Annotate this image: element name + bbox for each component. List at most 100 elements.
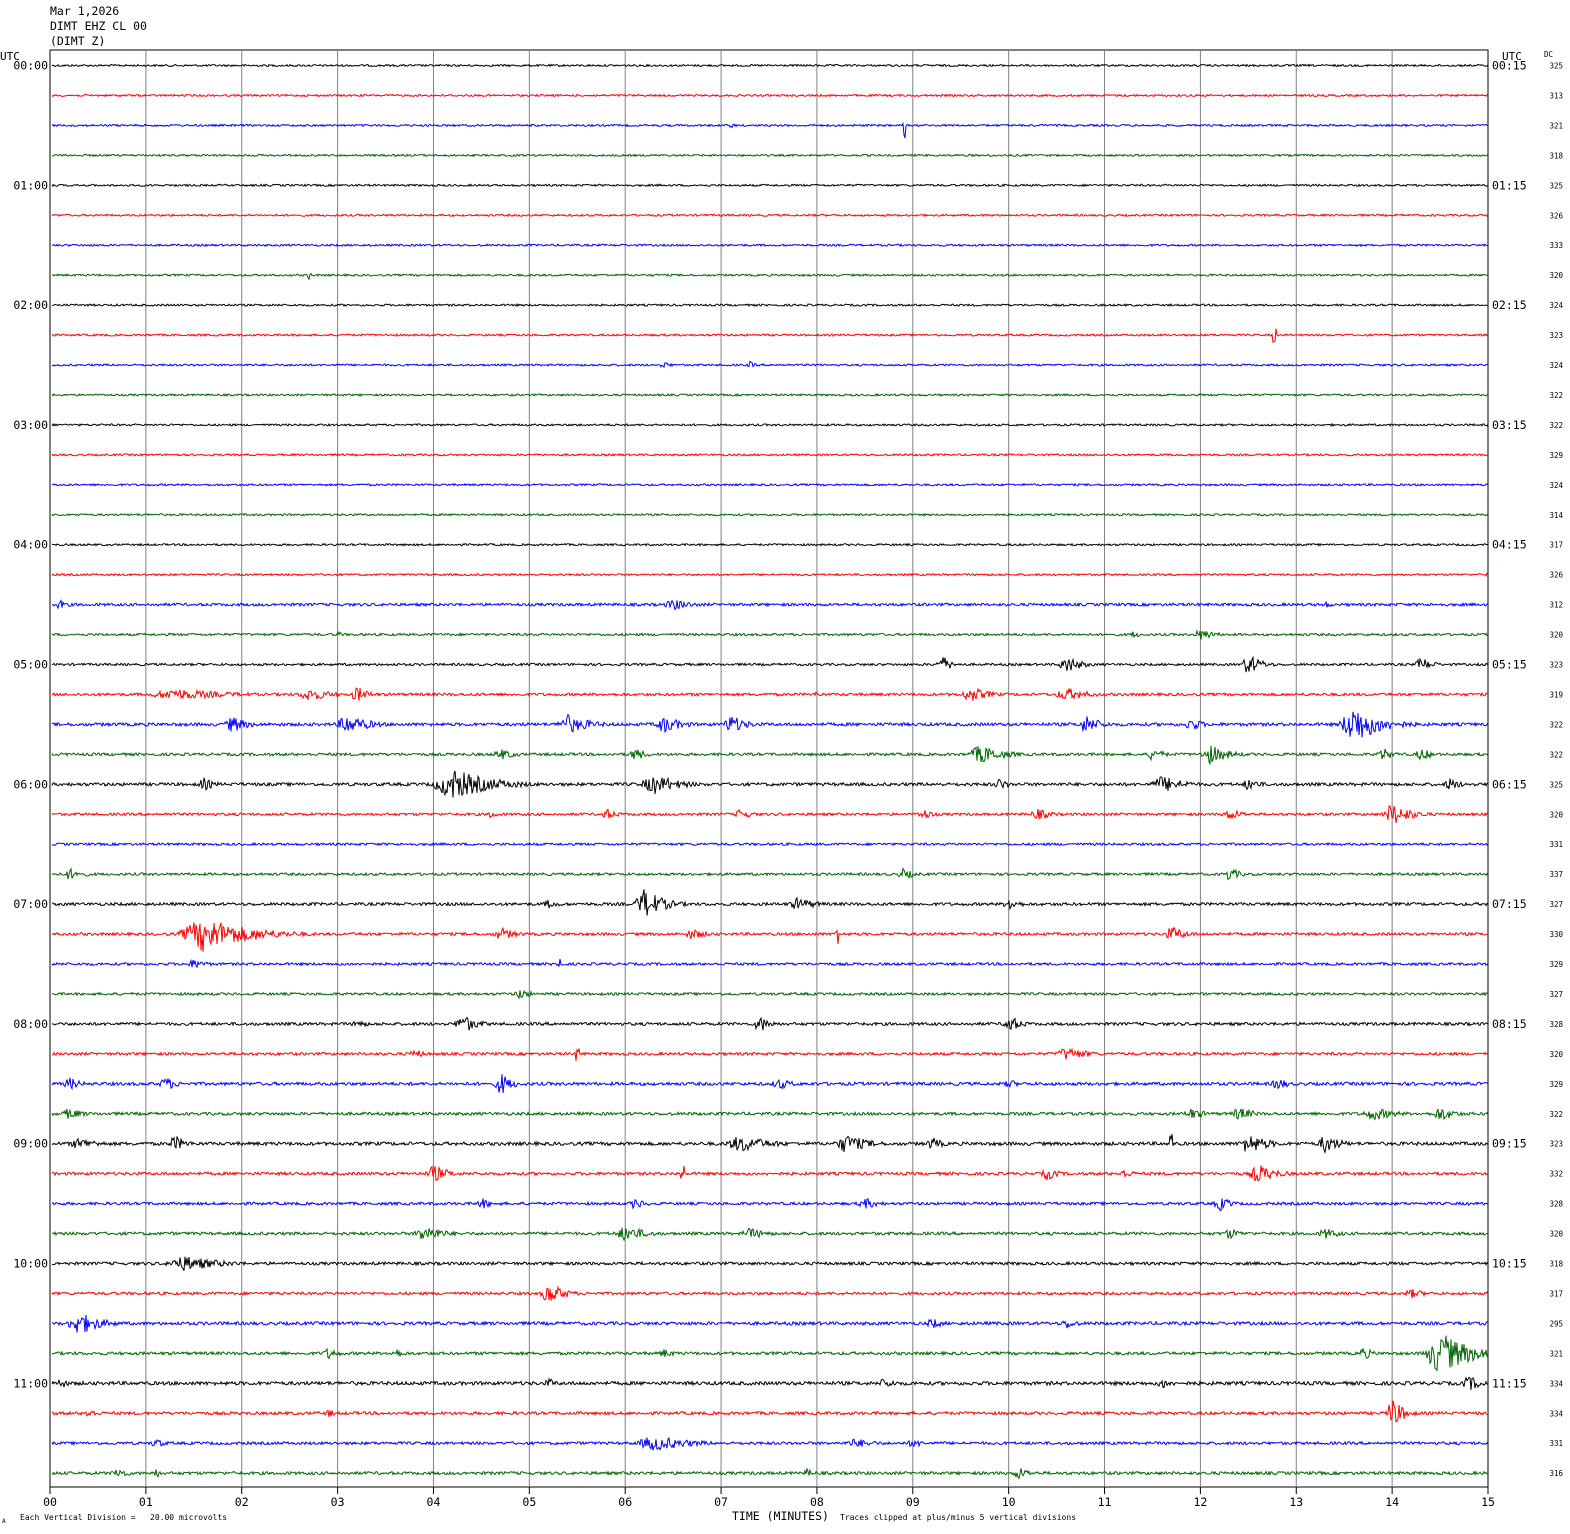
corner-mark: A xyxy=(2,1518,6,1525)
scale-note: Each Vertical Division = 20.00 microvolt… xyxy=(20,1513,228,1522)
seismic-trace xyxy=(51,1165,1489,1182)
dc-value: 331 xyxy=(1549,840,1563,849)
dc-value: 312 xyxy=(1549,601,1563,610)
hour-label-right: 03:15 xyxy=(1492,418,1527,432)
seismic-trace xyxy=(51,629,1489,640)
hour-label-right: 01:15 xyxy=(1492,178,1527,192)
hour-label-right: 09:15 xyxy=(1492,1137,1527,1151)
channel-label: (DIMT Z) xyxy=(50,34,106,48)
x-tick-label: 04 xyxy=(427,1495,441,1509)
hour-label-left: 05:00 xyxy=(13,658,48,672)
dc-value: 314 xyxy=(1549,511,1563,520)
seismic-trace xyxy=(51,745,1489,766)
seismic-trace xyxy=(51,711,1489,738)
dc-value: 322 xyxy=(1549,421,1563,430)
seismic-trace xyxy=(51,153,1489,158)
seismic-trace xyxy=(51,687,1489,701)
hour-label-left: 04:00 xyxy=(13,538,48,552)
dc-value: 323 xyxy=(1549,1140,1563,1149)
hour-label-right: 06:15 xyxy=(1492,777,1527,791)
x-tick-label: 10 xyxy=(1002,1495,1016,1509)
hour-label-left: 01:00 xyxy=(13,178,48,192)
dc-value: 322 xyxy=(1549,720,1563,729)
dc-value: 322 xyxy=(1549,391,1563,400)
x-tick-label: 01 xyxy=(139,1495,153,1509)
seismic-trace xyxy=(51,1400,1489,1423)
dc-value: 331 xyxy=(1549,1439,1563,1448)
dc-value: 324 xyxy=(1549,481,1563,490)
seismic-trace xyxy=(51,452,1489,457)
seismic-trace xyxy=(52,1227,1489,1242)
seismic-trace xyxy=(51,512,1489,517)
seismic-trace xyxy=(51,1198,1489,1212)
seismic-trace xyxy=(51,1134,1489,1155)
seismic-trace xyxy=(51,1047,1489,1061)
seismic-trace xyxy=(51,213,1489,218)
hour-label-right: 02:15 xyxy=(1492,298,1527,312)
dc-value: 333 xyxy=(1549,241,1563,250)
dc-value: 329 xyxy=(1549,1080,1563,1089)
hour-label-right: 00:15 xyxy=(1492,59,1527,73)
hour-label-left: 11:00 xyxy=(13,1376,48,1390)
hour-label-left: 09:00 xyxy=(13,1137,48,1151)
seismic-trace xyxy=(51,922,1489,952)
seismic-trace xyxy=(51,989,1489,1000)
dc-value: 321 xyxy=(1549,121,1563,130)
dc-value: 323 xyxy=(1549,661,1563,670)
seismic-trace xyxy=(51,93,1489,98)
seismic-trace xyxy=(51,958,1489,969)
hour-label-left: 08:00 xyxy=(13,1017,48,1031)
hour-label-right: 08:15 xyxy=(1492,1017,1527,1031)
dc-value: 316 xyxy=(1549,1469,1563,1478)
x-tick-label: 05 xyxy=(522,1495,536,1509)
x-tick-label: 02 xyxy=(235,1495,249,1509)
x-tick-label: 06 xyxy=(618,1495,632,1509)
seismic-trace xyxy=(51,1256,1489,1271)
seismic-trace xyxy=(51,303,1489,308)
station-code: DIMT EHZ CL 00 xyxy=(50,19,147,33)
seismic-trace xyxy=(52,1314,1489,1333)
seismic-trace xyxy=(51,63,1489,68)
dc-value: 324 xyxy=(1549,361,1563,370)
seismic-trace xyxy=(51,770,1489,798)
hour-label-right: 10:15 xyxy=(1492,1257,1527,1271)
x-tick-label: 15 xyxy=(1481,1495,1495,1509)
dc-value: 295 xyxy=(1549,1319,1563,1328)
dc-label: DC xyxy=(1544,50,1553,59)
seismic-trace xyxy=(51,1285,1489,1301)
seismic-trace xyxy=(51,841,1489,847)
seismic-trace xyxy=(51,655,1489,673)
plot-frame xyxy=(49,49,1489,1488)
hour-label-left: 03:00 xyxy=(13,418,48,432)
seismic-trace xyxy=(51,1335,1489,1372)
hour-label-left: 10:00 xyxy=(13,1257,48,1271)
dc-value: 337 xyxy=(1549,870,1563,879)
dc-value: 318 xyxy=(1549,151,1563,160)
dc-value: 334 xyxy=(1549,1409,1563,1418)
dc-value: 334 xyxy=(1549,1379,1563,1388)
seismic-trace xyxy=(51,1437,1489,1451)
seismic-trace xyxy=(51,542,1489,547)
dc-value: 320 xyxy=(1549,631,1563,640)
utc-label-left: UTC xyxy=(0,50,20,63)
x-tick-label: 09 xyxy=(906,1495,920,1509)
seismic-trace xyxy=(51,1467,1489,1480)
seismic-trace xyxy=(51,328,1489,343)
dc-value: 318 xyxy=(1549,1260,1563,1269)
dc-value: 328 xyxy=(1549,1200,1563,1209)
dc-value: 324 xyxy=(1549,301,1563,310)
x-tick-label: 03 xyxy=(331,1495,345,1509)
hour-label-right: 05:15 xyxy=(1492,658,1527,672)
dc-value: 317 xyxy=(1549,1289,1563,1298)
dc-value: 329 xyxy=(1549,960,1563,969)
x-tick-label: 13 xyxy=(1289,1495,1303,1509)
hour-label-right: 07:15 xyxy=(1492,897,1527,911)
seismic-trace xyxy=(51,482,1489,487)
dc-value: 320 xyxy=(1549,810,1563,819)
seismic-trace xyxy=(51,1376,1489,1390)
plot-labels: 00 01 02 03 04 05 06 07 08 09 10 11 12 13 14 15 325 313 32… xyxy=(0,50,1563,1509)
seismic-trace xyxy=(51,1016,1489,1031)
x-tick-label: 08 xyxy=(810,1495,824,1509)
x-tick-label: 12 xyxy=(1193,1495,1207,1509)
